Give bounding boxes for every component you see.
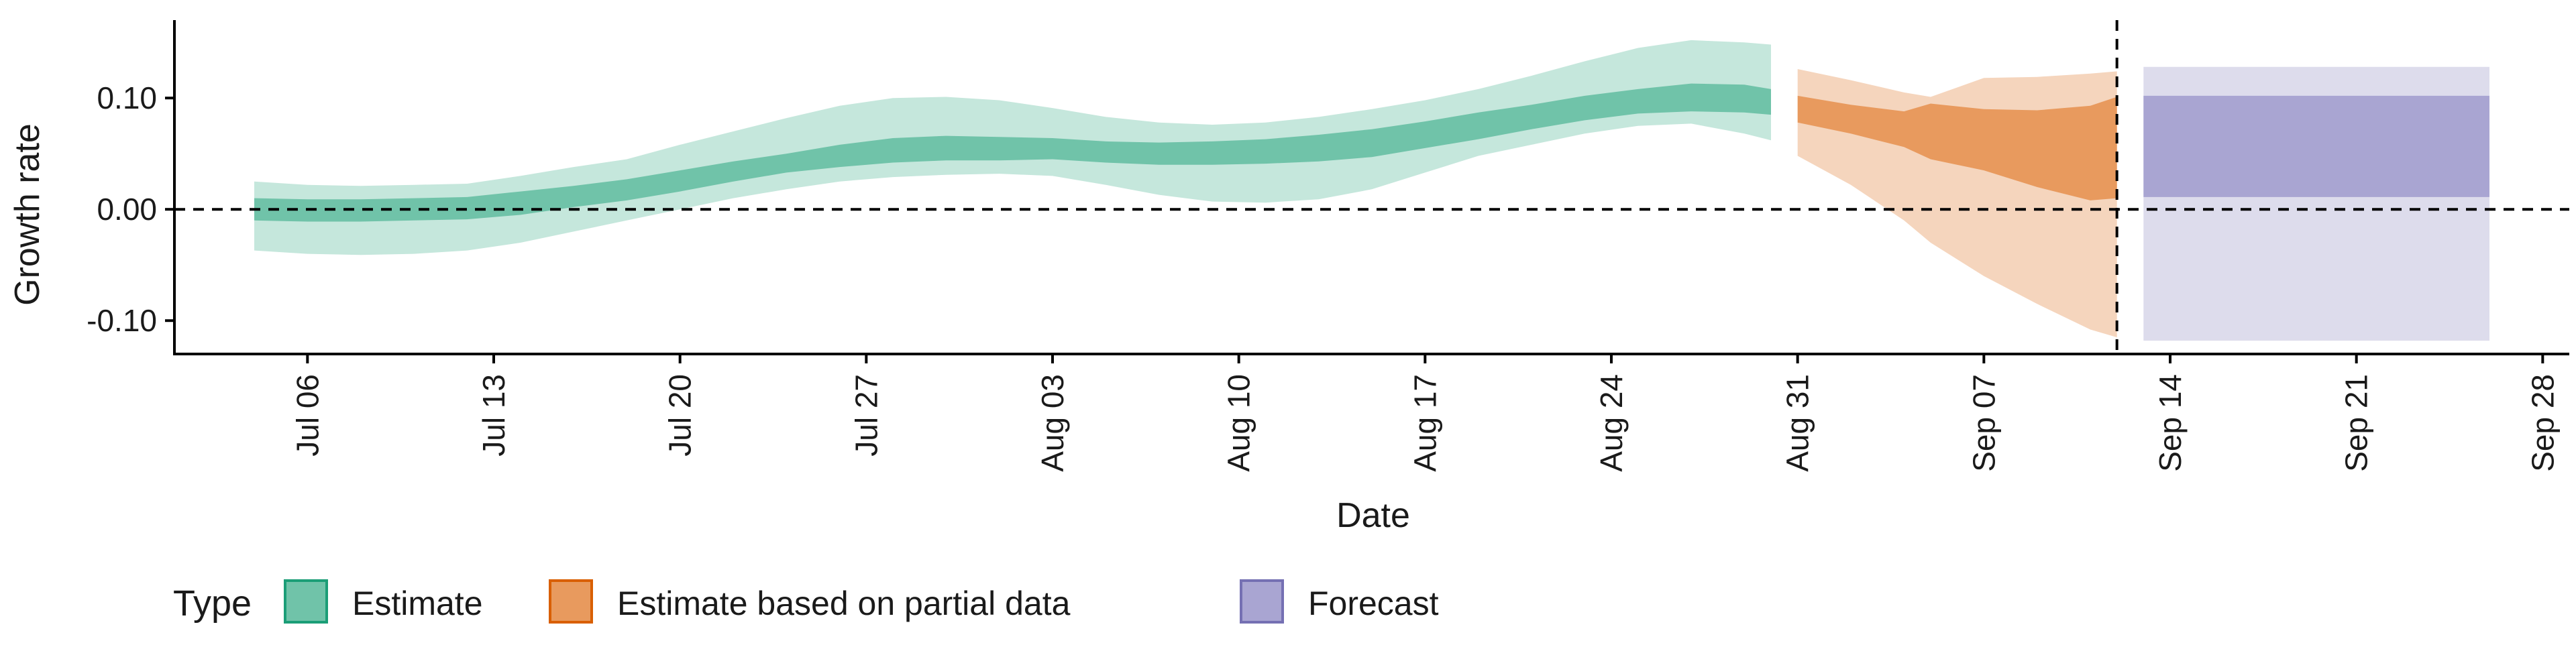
legend-item-estimate-based-on-partial-data: Estimate based on partial data (549, 579, 1071, 624)
y-axis-title: Growth rate (8, 123, 47, 306)
y-tick-label: -0.10 (87, 303, 157, 338)
legend-item-forecast: Forecast (1240, 579, 1439, 624)
x-tick-label: Aug 24 (1594, 374, 1629, 472)
legend-label: Forecast (1308, 585, 1439, 622)
x-tick-label: Jul 13 (476, 374, 511, 457)
legend: Type Estimate Estimate based on partial d… (173, 579, 1439, 624)
x-tick-label: Sep 14 (2153, 374, 2188, 472)
x-tick-label: Sep 07 (1966, 374, 2001, 472)
x-axis-title: Date (1336, 496, 1410, 535)
legend-label: Estimate (352, 585, 483, 622)
legend-swatch (284, 579, 328, 624)
uncertainty-bands (254, 40, 2489, 341)
x-tick-label: Aug 10 (1222, 374, 1256, 472)
y-tick-label: 0.00 (97, 192, 157, 227)
y-tick-label: 0.10 (97, 80, 157, 115)
x-tick-label: Sep 21 (2339, 374, 2374, 472)
x-tick-label: Jul 06 (290, 374, 325, 457)
band-50-estimate-based-on-partial-data (1797, 95, 2117, 200)
y-tick-labels: -0.10 0.00 0.10 (87, 80, 174, 338)
x-tick-label: Sep 28 (2525, 374, 2560, 472)
series-forecast (2143, 66, 2489, 341)
series-estimate-based-on-partial-data (1797, 69, 2117, 338)
reference-lines (174, 20, 2569, 354)
band-50-forecast (2143, 95, 2489, 197)
band-50-estimate (254, 83, 1771, 222)
legend-label: Estimate based on partial data (617, 585, 1071, 622)
series-estimate (254, 40, 1771, 255)
x-tick-label: Jul 20 (663, 374, 698, 457)
x-tick-label: Aug 17 (1407, 374, 1442, 472)
legend-swatch (549, 579, 593, 624)
x-tick-label: Jul 27 (849, 374, 883, 457)
legend-swatch (1240, 579, 1284, 624)
legend-entries: Estimate Estimate based on partial data Fo… (284, 579, 1439, 624)
legend-item-estimate: Estimate (284, 579, 483, 624)
x-tick-label: Aug 31 (1780, 374, 1815, 472)
legend-title: Type (173, 583, 252, 624)
x-tick-label: Aug 03 (1035, 374, 1070, 472)
x-tick-labels: Jul 06 Jul 13 Jul 20 Jul 27 Aug 03 Aug 10 Aug … (290, 354, 2560, 472)
